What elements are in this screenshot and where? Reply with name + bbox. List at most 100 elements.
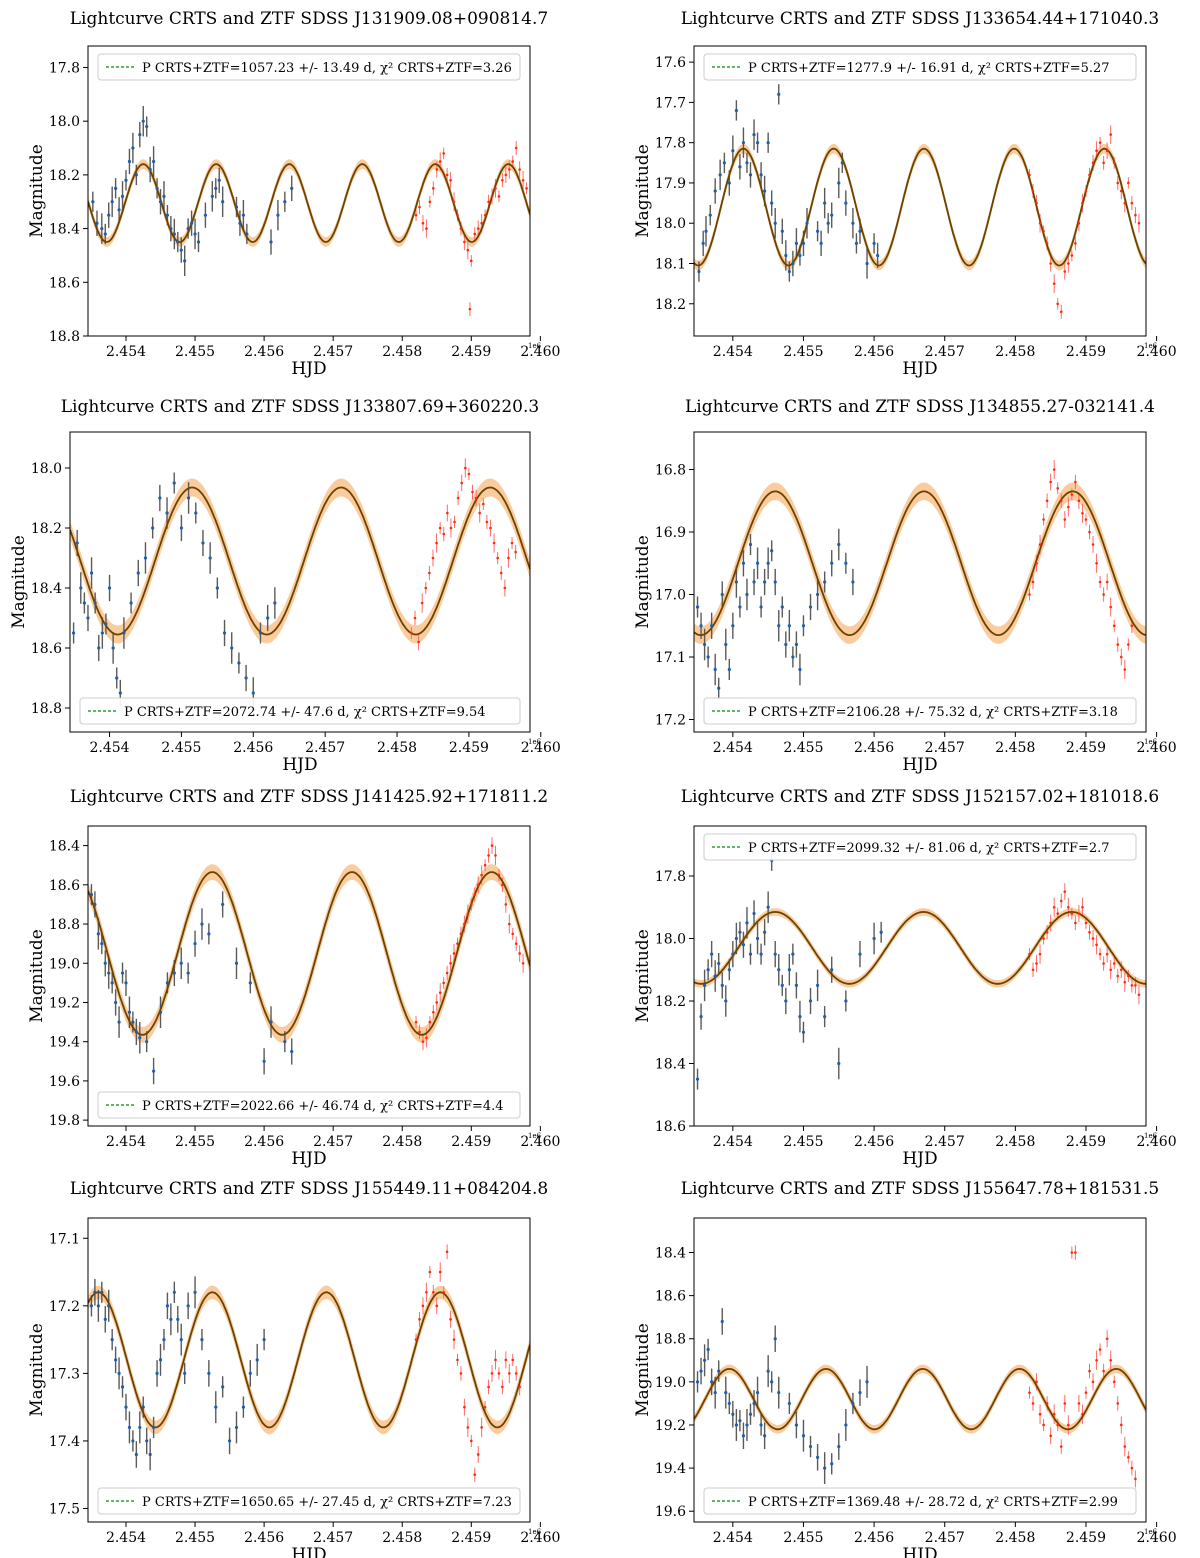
legend-box xyxy=(79,697,521,725)
ztf-point xyxy=(494,854,497,857)
crts-point xyxy=(773,221,777,225)
crts-point xyxy=(186,1304,190,1308)
y-axis-label: Magnitude xyxy=(27,144,47,238)
ztf-point xyxy=(1130,984,1134,987)
crts-point xyxy=(221,902,225,907)
model-curve xyxy=(70,486,530,636)
x-tick-label: 2.458 xyxy=(995,1134,1035,1150)
crts-point xyxy=(823,580,827,584)
crts-point xyxy=(244,676,248,680)
crts-point xyxy=(734,108,738,113)
ztf-point xyxy=(466,912,470,916)
ztf-point xyxy=(469,259,473,263)
ztf-point xyxy=(1028,173,1031,177)
crts-point xyxy=(124,178,128,182)
crts-point xyxy=(234,205,239,209)
crts-point xyxy=(763,580,767,584)
crts-point xyxy=(752,133,756,137)
crts-point xyxy=(162,1338,166,1342)
crts-point xyxy=(172,1290,176,1294)
ztf-point xyxy=(1091,1380,1095,1384)
x-axis-label: HJD xyxy=(902,1545,937,1558)
crts-point xyxy=(118,691,122,695)
crts-point xyxy=(766,905,770,909)
ztf-point xyxy=(1112,624,1116,628)
x-tick-label: 2.460 xyxy=(520,344,560,360)
crts-point xyxy=(784,642,788,647)
y-tick-label: 17.8 xyxy=(655,869,686,885)
ztf-point xyxy=(452,1338,456,1341)
crts-point xyxy=(248,981,252,985)
ztf-point xyxy=(442,981,445,985)
crts-point xyxy=(269,1020,273,1024)
ztf-point xyxy=(463,240,466,244)
y-tick-label: 17.6 xyxy=(655,55,686,71)
crts-point xyxy=(103,232,107,236)
plot-area xyxy=(88,53,530,317)
crts-point xyxy=(695,605,700,609)
ztf-point xyxy=(514,942,518,945)
crts-point xyxy=(169,226,173,231)
y-tick-label: 19.0 xyxy=(655,1375,686,1391)
crts-point xyxy=(152,1425,156,1430)
x-tick-label: 2.457 xyxy=(313,344,353,360)
model-curve xyxy=(88,163,530,243)
chart-title: Lightcurve CRTS and ZTF SDSS J155647.78+… xyxy=(681,1179,1159,1199)
ztf-point xyxy=(476,883,480,887)
crts-point xyxy=(699,1015,703,1019)
crts-point xyxy=(752,580,756,584)
y-tick-label: 18.0 xyxy=(31,461,62,477)
ztf-point xyxy=(514,146,518,150)
crts-point xyxy=(127,159,132,164)
crts-point xyxy=(141,1405,145,1409)
crts-point xyxy=(801,1434,806,1438)
ztf-point xyxy=(1063,518,1067,521)
ztf-point xyxy=(1070,254,1074,257)
crts-point xyxy=(741,1434,746,1438)
crts-point xyxy=(755,1391,760,1395)
crts-point xyxy=(143,556,148,560)
crts-point xyxy=(107,971,111,975)
crts-point xyxy=(234,1425,239,1430)
crts-point xyxy=(237,661,241,665)
crts-point xyxy=(245,232,249,236)
crts-point xyxy=(801,624,806,628)
axes-frame xyxy=(693,1217,1147,1523)
ztf-point xyxy=(1091,543,1095,546)
ztf-point xyxy=(518,168,521,171)
ztf-point xyxy=(442,1291,445,1294)
y-tick-label: 18.4 xyxy=(31,581,62,597)
ztf-point xyxy=(525,187,528,190)
ztf-point xyxy=(483,213,487,217)
legend-box xyxy=(703,697,1137,725)
crts-point xyxy=(713,189,717,193)
crts-point xyxy=(808,1444,813,1449)
ztf-point xyxy=(1134,984,1137,987)
y-tick-label: 18.4 xyxy=(655,1057,686,1073)
ztf-point xyxy=(425,227,428,230)
x-tick-label: 2.459 xyxy=(1066,344,1106,360)
chart-title: Lightcurve CRTS and ZTF SDSS J131909.08+… xyxy=(70,9,548,29)
ztf-point xyxy=(1031,189,1035,193)
crts-point xyxy=(241,1405,245,1409)
ztf-point xyxy=(1049,1434,1052,1438)
ztf-point xyxy=(414,213,418,217)
y-tick-label: 18.4 xyxy=(49,222,80,238)
crts-point xyxy=(107,1304,111,1308)
y-tick-label: 19.4 xyxy=(655,1461,686,1477)
crts-point xyxy=(82,601,86,605)
ztf-point xyxy=(1031,580,1035,584)
ztf-point xyxy=(1074,921,1077,925)
crts-point xyxy=(115,676,119,680)
chart-title: Lightcurve CRTS and ZTF SDSS J134855.27-… xyxy=(685,397,1155,417)
crts-point xyxy=(717,961,721,966)
crts-point xyxy=(738,605,742,609)
plot-area xyxy=(694,849,1146,1090)
crts-point xyxy=(283,200,287,204)
ztf-point xyxy=(471,490,474,494)
crts-point xyxy=(124,1405,128,1409)
ztf-point xyxy=(476,1453,480,1456)
ztf-point xyxy=(1084,1391,1088,1394)
crts-point xyxy=(193,232,197,236)
crts-point xyxy=(214,1405,218,1409)
